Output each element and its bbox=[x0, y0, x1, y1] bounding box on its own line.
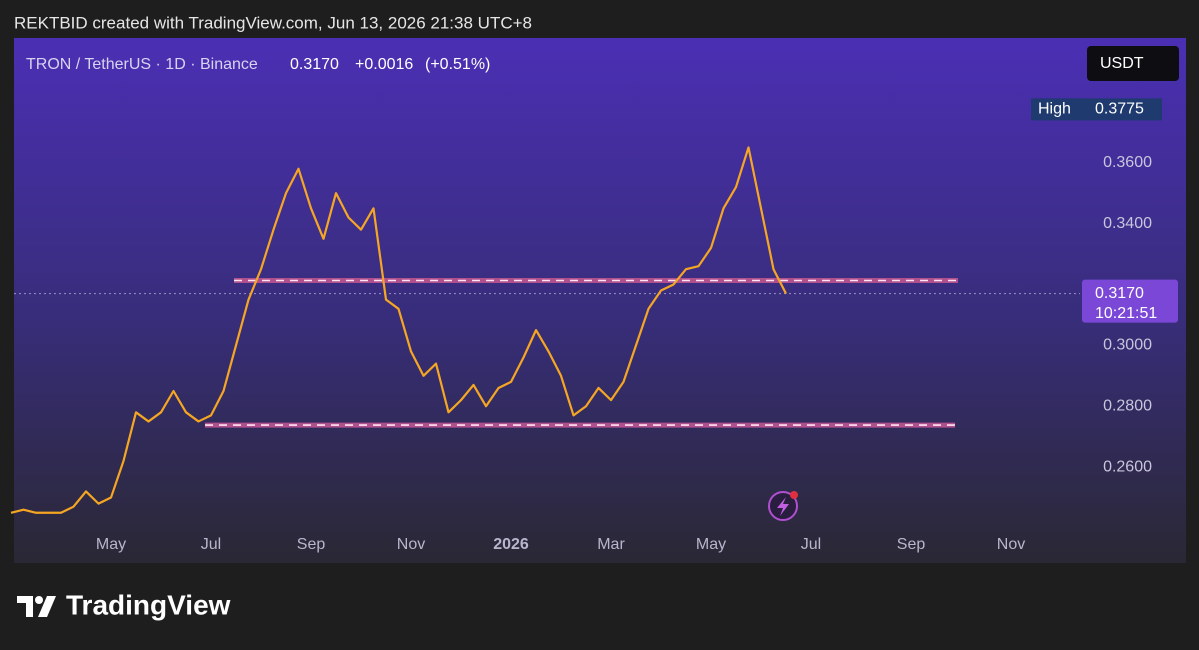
x-tick-label: Jul bbox=[801, 536, 821, 553]
change: +0.0016 bbox=[355, 56, 413, 73]
last-price-label: 0.3170 bbox=[1095, 285, 1144, 302]
y-tick-label: 0.3600 bbox=[1103, 154, 1152, 171]
y-tick-label: 0.2800 bbox=[1103, 397, 1152, 414]
price-line bbox=[10, 146, 787, 514]
x-tick-label: May bbox=[96, 536, 126, 553]
x-tick-label: 2026 bbox=[493, 536, 529, 553]
x-tick-label: Jul bbox=[201, 536, 221, 553]
alert-dot[interactable] bbox=[790, 491, 798, 499]
x-tick-label: Sep bbox=[297, 536, 326, 553]
x-tick-label: Nov bbox=[997, 536, 1025, 553]
currency-button[interactable] bbox=[1087, 46, 1179, 81]
x-tick-label: Sep bbox=[897, 536, 926, 553]
change-percent: (+0.51%) bbox=[425, 56, 490, 73]
last-price-box bbox=[1082, 279, 1178, 323]
x-tick-label: Mar bbox=[597, 536, 625, 553]
brand-logo bbox=[17, 596, 56, 617]
brand: TradingView bbox=[66, 589, 231, 620]
logo-part bbox=[17, 596, 33, 617]
x-tick-label: Nov bbox=[397, 536, 425, 553]
chart-title: TRON / TetherUS · 1D · Binance bbox=[26, 56, 258, 73]
y-tick-label: 0.2600 bbox=[1103, 458, 1152, 475]
last-price: 0.3170 bbox=[290, 56, 339, 73]
caption: REKTBID created with TradingView.com, Ju… bbox=[14, 13, 532, 32]
alert-icon[interactable] bbox=[768, 491, 798, 521]
y-tick-label: 0.3000 bbox=[1103, 337, 1152, 354]
logo-part bbox=[35, 596, 43, 604]
high-label: High bbox=[1038, 101, 1071, 118]
currency[interactable]: USDT bbox=[1100, 55, 1144, 72]
alert-bolt[interactable] bbox=[777, 497, 789, 516]
high-value: 0.3775 bbox=[1095, 101, 1144, 118]
high-label-box bbox=[1031, 98, 1162, 121]
countdown: 10:21:51 bbox=[1095, 305, 1157, 322]
plot-area bbox=[14, 38, 1186, 563]
x-tick-label: May bbox=[696, 536, 726, 553]
y-tick-label: 0.3400 bbox=[1103, 215, 1152, 232]
logo-part bbox=[38, 596, 56, 617]
